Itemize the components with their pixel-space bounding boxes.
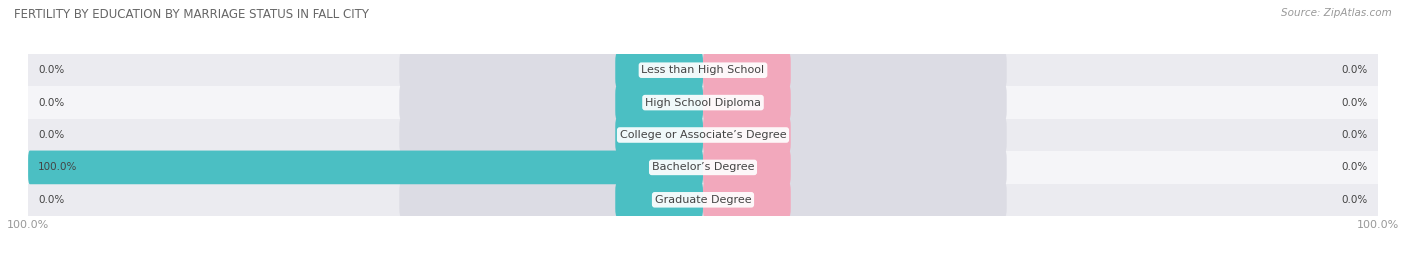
Text: 0.0%: 0.0%: [38, 130, 65, 140]
Text: Graduate Degree: Graduate Degree: [655, 195, 751, 205]
FancyBboxPatch shape: [616, 86, 703, 119]
Bar: [28, 151, 1378, 184]
Text: Less than High School: Less than High School: [641, 65, 765, 75]
Text: 0.0%: 0.0%: [1341, 162, 1368, 173]
FancyBboxPatch shape: [703, 86, 790, 119]
Text: 0.0%: 0.0%: [1341, 130, 1368, 140]
FancyBboxPatch shape: [703, 183, 790, 217]
FancyBboxPatch shape: [703, 151, 790, 184]
FancyBboxPatch shape: [28, 151, 703, 184]
FancyBboxPatch shape: [399, 118, 1007, 152]
FancyBboxPatch shape: [399, 183, 1007, 217]
Text: High School Diploma: High School Diploma: [645, 97, 761, 108]
Bar: [28, 119, 1378, 151]
FancyBboxPatch shape: [399, 151, 1007, 184]
FancyBboxPatch shape: [703, 53, 790, 87]
Text: 0.0%: 0.0%: [1341, 97, 1368, 108]
FancyBboxPatch shape: [399, 86, 1007, 119]
Text: Bachelor’s Degree: Bachelor’s Degree: [652, 162, 754, 173]
Bar: [28, 86, 1378, 119]
FancyBboxPatch shape: [703, 118, 790, 152]
Text: Source: ZipAtlas.com: Source: ZipAtlas.com: [1281, 8, 1392, 18]
Text: 0.0%: 0.0%: [38, 97, 65, 108]
Bar: [28, 54, 1378, 86]
Bar: [28, 184, 1378, 216]
FancyBboxPatch shape: [399, 53, 1007, 87]
Text: 0.0%: 0.0%: [1341, 195, 1368, 205]
Text: 100.0%: 100.0%: [38, 162, 77, 173]
FancyBboxPatch shape: [616, 118, 703, 152]
Text: College or Associate’s Degree: College or Associate’s Degree: [620, 130, 786, 140]
FancyBboxPatch shape: [616, 53, 703, 87]
Text: FERTILITY BY EDUCATION BY MARRIAGE STATUS IN FALL CITY: FERTILITY BY EDUCATION BY MARRIAGE STATU…: [14, 8, 368, 21]
Text: 0.0%: 0.0%: [38, 65, 65, 75]
FancyBboxPatch shape: [616, 183, 703, 217]
Text: 0.0%: 0.0%: [38, 195, 65, 205]
Text: 0.0%: 0.0%: [1341, 65, 1368, 75]
